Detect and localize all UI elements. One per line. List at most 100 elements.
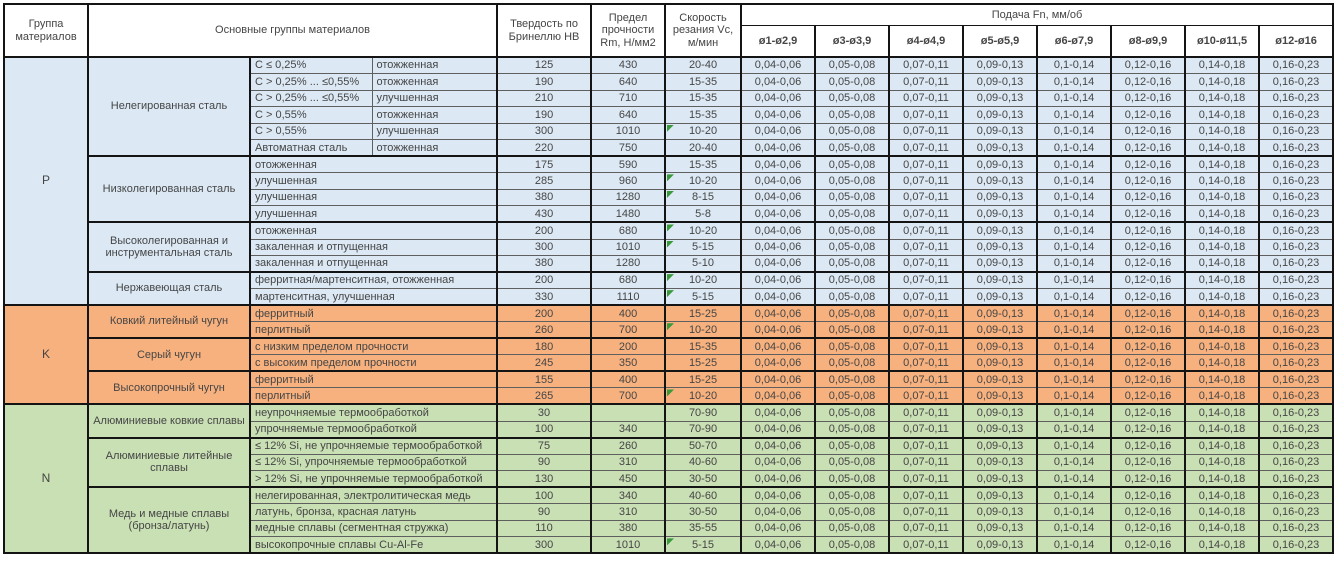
table-row: Нержавеющая сталь ферритная/мартенситная,… (4, 271, 1334, 306)
table-row: улучшенная 380 1280 8-15 0,04-0,06 0,05-0,08 0… (4, 188, 1334, 207)
feed-value: 0,1-0,14 (1036, 188, 1112, 207)
strength-rm-value: 200 (590, 337, 666, 356)
hardness-hb-value: 200 (496, 271, 592, 290)
feed-value: 0,05-0,08 (814, 73, 890, 91)
cutting-speed-vc-value: 5-10 (664, 255, 742, 273)
feed-value: 0,04-0,06 (740, 304, 816, 323)
col-header-diameter: ø3-ø3,9 (814, 24, 890, 58)
feed-value: 0,09-0,13 (962, 221, 1038, 240)
feed-value: 0,1-0,14 (1036, 387, 1112, 405)
material-subgroup-name: Высокопрочный чугун (87, 370, 251, 405)
cutting-speed-vc-value: 15-35 (664, 106, 742, 124)
feed-value: 0,16-0,23 (1258, 106, 1334, 124)
feed-value: 0,04-0,06 (740, 89, 816, 108)
feed-value: 0,07-0,11 (888, 172, 964, 190)
col-header-diameter: ø5-ø5,9 (962, 24, 1038, 58)
table-row: C > 0,25% ... ≤0,55% улучшенная 210 710 15-3… (4, 89, 1334, 108)
material-condition: улучшенная (248, 172, 498, 190)
feed-value: 0,07-0,11 (888, 288, 964, 306)
feed-value: 0,05-0,08 (814, 238, 890, 257)
strength-rm-value: 340 (590, 486, 666, 505)
feed-value: 0,14-0,18 (1184, 106, 1260, 124)
feed-value: 0,12-0,16 (1110, 354, 1186, 372)
feed-value: 0,1-0,14 (1036, 436, 1112, 455)
col-header-feed: Подача Fn, мм/об (740, 3, 1334, 26)
material-condition: закаленная и отпущенная (248, 238, 498, 257)
feed-value: 0,1-0,14 (1036, 238, 1112, 257)
header-row-main: Группа материалов Основные группы матери… (3, 3, 1334, 58)
col-header-diameter: ø10-ø11,5 (1184, 24, 1260, 58)
hardness-hb-value: 130 (496, 470, 592, 488)
feed-value: 0,14-0,18 (1184, 321, 1260, 339)
table-row: Алюминиевые литейные сплавы ≤ 12% Si, не … (4, 436, 1334, 488)
header-row-diameters: ø1-ø2,9 ø3-ø3,9 ø4-ø4,9 ø5-ø5,9 ø6-ø7,9 … (4, 24, 1334, 58)
strength-rm-value: 1010 (590, 238, 666, 257)
feed-value: 0,14-0,18 (1184, 387, 1260, 405)
cutting-speed-vc-value: 35-55 (664, 519, 742, 538)
feed-value: 0,05-0,08 (814, 106, 890, 124)
feed-value: 0,16-0,23 (1258, 453, 1334, 472)
feed-value: 0,14-0,18 (1184, 519, 1260, 538)
feed-value: 0,12-0,16 (1110, 271, 1186, 290)
feed-value: 0,12-0,16 (1110, 304, 1186, 323)
cutting-speed-vc-value: 10-20 (664, 321, 742, 339)
feed-value: 0,04-0,06 (740, 122, 816, 141)
cutting-speed-vc-value: 10-20 (664, 172, 742, 190)
feed-value: 0,12-0,16 (1110, 536, 1186, 554)
feed-value: 0,04-0,06 (740, 238, 816, 257)
material-subgroup-name: Алюминиевые литейные сплавы (87, 436, 251, 488)
feed-value: 0,16-0,23 (1258, 255, 1334, 273)
feed-value: 0,1-0,14 (1036, 73, 1112, 91)
feed-value: 0,12-0,16 (1110, 420, 1186, 439)
col-header-materials: Основные группы материалов (86, 3, 498, 58)
cutting-speed-vc-value: 10-20 (664, 387, 742, 405)
feed-value: 0,12-0,16 (1110, 436, 1186, 455)
material-subgroup-name: Серый чугун (87, 337, 251, 372)
feed-value: 0,07-0,11 (888, 354, 964, 372)
feed-value: 0,14-0,18 (1184, 172, 1260, 190)
feed-value: 0,04-0,06 (740, 288, 816, 306)
cutting-speed-vc-value: 10-20 (664, 271, 742, 290)
feed-value: 0,07-0,11 (888, 486, 964, 505)
feed-value: 0,1-0,14 (1036, 453, 1112, 472)
cutting-speed-vc-value: 40-60 (664, 486, 742, 505)
feed-value: 0,05-0,08 (814, 205, 890, 223)
table-row: высокопрочные сплавы Cu-Al-Fe 300 1010 5-15… (4, 536, 1334, 554)
feed-value: 0,12-0,16 (1110, 188, 1186, 207)
feed-value: 0,09-0,13 (962, 403, 1038, 422)
cutting-speed-vc-value: 50-70 (664, 436, 742, 455)
hardness-hb-value: 210 (496, 89, 592, 108)
feed-value: 0,04-0,06 (740, 205, 816, 223)
feed-value: 0,09-0,13 (962, 89, 1038, 108)
feed-value: 0,09-0,13 (962, 56, 1038, 75)
feed-value: 0,09-0,13 (962, 387, 1038, 405)
feed-value: 0,16-0,23 (1258, 139, 1334, 157)
feed-value: 0,1-0,14 (1036, 536, 1112, 554)
feed-value: 0,09-0,13 (962, 536, 1038, 554)
feed-value: 0,05-0,08 (814, 321, 890, 339)
feed-value: 0,16-0,23 (1258, 73, 1334, 91)
hardness-hb-value: 430 (496, 205, 592, 223)
feed-value: 0,12-0,16 (1110, 255, 1186, 273)
feed-value: 0,1-0,14 (1036, 56, 1112, 75)
feed-value: 0,05-0,08 (814, 470, 890, 488)
material-subgroup-name: Нелегированная сталь (87, 55, 251, 157)
strength-rm-value: 430 (590, 56, 666, 75)
feed-value: 0,07-0,11 (888, 436, 964, 455)
feed-value: 0,05-0,08 (814, 271, 890, 290)
feed-value: 0,14-0,18 (1184, 436, 1260, 455)
feed-value: 0,05-0,08 (814, 403, 890, 422)
feed-value: 0,07-0,11 (888, 271, 964, 290)
feed-value: 0,14-0,18 (1184, 188, 1260, 207)
feed-value: 0,16-0,23 (1258, 238, 1334, 257)
col-header-diameter: ø1-ø2,9 (740, 24, 816, 58)
feed-value: 0,1-0,14 (1036, 122, 1112, 141)
feed-value: 0,16-0,23 (1258, 221, 1334, 240)
hardness-hb-value: 300 (496, 238, 592, 257)
strength-rm-value: 1280 (590, 255, 666, 273)
table-body: P Нелегированная сталь C ≤ 0,25% отожженная… (3, 55, 1334, 554)
feed-value: 0,05-0,08 (814, 387, 890, 405)
comment-flag-icon (667, 389, 675, 397)
feed-value: 0,16-0,23 (1258, 122, 1334, 141)
feed-value: 0,04-0,06 (740, 503, 816, 521)
